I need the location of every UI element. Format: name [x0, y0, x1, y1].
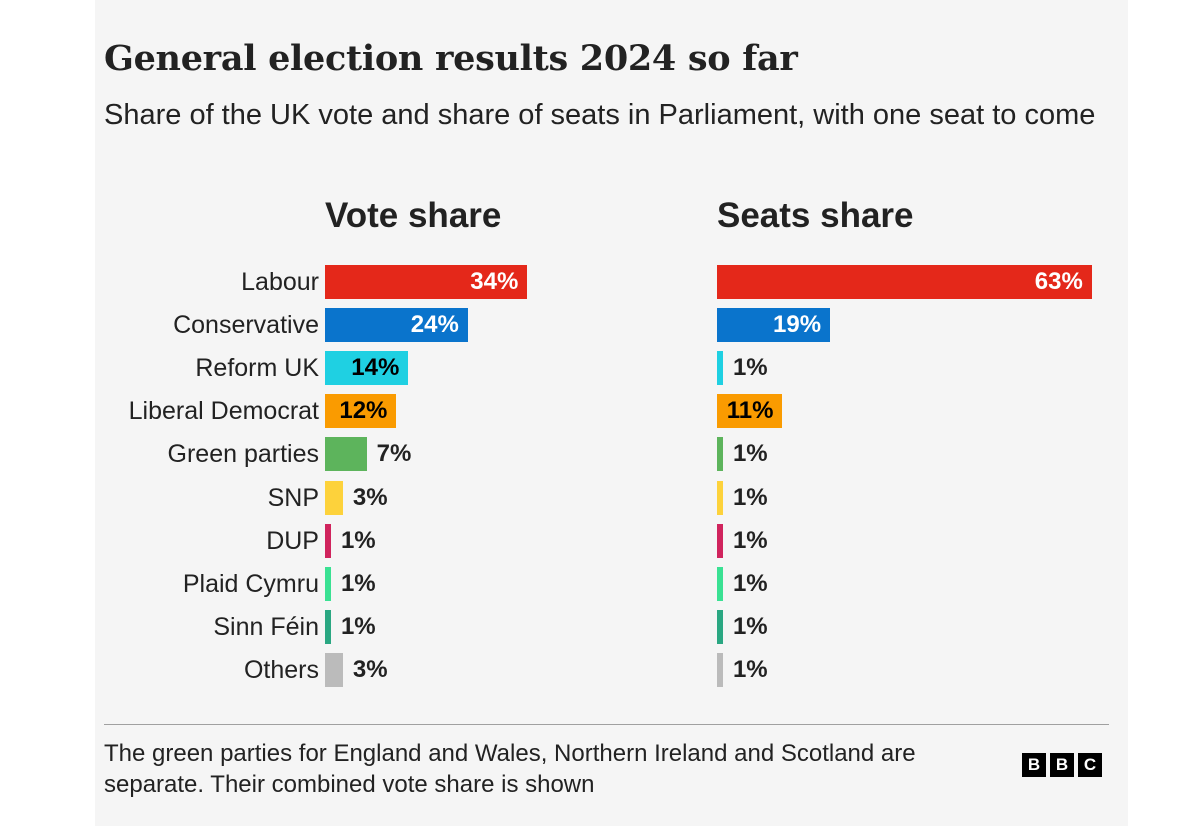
seats-value-label-snp: 1%: [732, 483, 768, 511]
category-label-reform-uk: Reform UK: [195, 354, 319, 383]
vote-bar-labour: [325, 265, 528, 299]
bbc-logo-letter: C: [1078, 753, 1102, 777]
vote-bar-sinn-f-in: [325, 609, 331, 644]
vote-bar-liberal-democrat: [325, 394, 397, 429]
vote-value-label-liberal-democrat: 12%: [339, 397, 388, 425]
seats-bar-green-parties: [717, 437, 723, 472]
category-label-green-parties: Green parties: [167, 440, 319, 469]
vote-bar-snp: [325, 480, 343, 515]
bbc-logo: B B C: [1022, 753, 1102, 777]
vote-bar-plaid-cymru: [325, 566, 331, 601]
vote-value-label-green-parties: 7%: [376, 440, 412, 468]
seats-bar-liberal-democrat: [717, 394, 783, 429]
seats-bar-labour: [717, 265, 1092, 299]
seats-value-label-conservative: 19%: [773, 311, 822, 339]
vote-value-label-snp: 3%: [352, 483, 388, 511]
seats-value-label-plaid-cymru: 1%: [732, 569, 768, 597]
chart-subtitle: Share of the UK vote and share of seats …: [104, 99, 1096, 131]
seats-bar-plaid-cymru: [717, 566, 723, 601]
category-label-sinn-f-in: Sinn Féin: [213, 612, 319, 641]
seats-value-label-labour: 63%: [1034, 268, 1083, 295]
vote-bar-conservative: [325, 308, 468, 343]
bbc-logo-letter: B: [1022, 753, 1046, 777]
category-label-labour: Labour: [241, 268, 319, 296]
vote-bar-reform-uk: [325, 351, 409, 386]
chart-panel: [95, 0, 1128, 826]
category-label-liberal-democrat: Liberal Democrat: [128, 397, 319, 426]
category-label-dup: DUP: [266, 526, 319, 555]
seats-bar-others: [717, 652, 723, 687]
footer-divider: [104, 724, 1109, 725]
seats-value-label-green-parties: 1%: [732, 440, 768, 468]
seats-bar-sinn-f-in: [717, 609, 723, 644]
category-label-plaid-cymru: Plaid Cymru: [182, 569, 319, 598]
seats-share-heading: Seats share: [717, 196, 914, 235]
vote-value-label-conservative: 24%: [410, 311, 459, 339]
vote-bar-green-parties: [325, 437, 367, 472]
vote-value-label-others: 3%: [352, 655, 388, 683]
seats-value-label-dup: 1%: [732, 526, 768, 554]
seats-bar-reform-uk: [717, 351, 723, 386]
chart-title: General election results 2024 so far: [104, 38, 798, 79]
seats-value-label-liberal-democrat: 11%: [726, 397, 774, 425]
vote-value-label-reform-uk: 14%: [351, 354, 400, 382]
seats-value-label-reform-uk: 1%: [732, 354, 768, 382]
seats-value-label-others: 1%: [732, 655, 768, 683]
vote-bar-others: [325, 652, 343, 687]
category-label-others: Others: [243, 655, 319, 684]
seats-bar-conservative: [717, 308, 831, 343]
seats-bar-dup: [717, 523, 723, 558]
vote-value-label-sinn-f-in: 1%: [340, 612, 376, 640]
category-label-conservative: Conservative: [173, 311, 319, 340]
vote-share-heading: Vote share: [325, 196, 502, 235]
seats-value-label-sinn-f-in: 1%: [732, 612, 768, 640]
vote-value-label-dup: 1%: [340, 526, 376, 554]
footnote: The green parties for England and Wales,…: [104, 740, 916, 798]
category-label-snp: SNP: [267, 483, 319, 512]
vote-value-label-labour: 34%: [470, 268, 519, 295]
vote-value-label-plaid-cymru: 1%: [340, 569, 376, 597]
seats-bar-snp: [717, 480, 723, 515]
bbc-logo-letter: B: [1050, 753, 1074, 777]
vote-bar-dup: [325, 523, 331, 558]
